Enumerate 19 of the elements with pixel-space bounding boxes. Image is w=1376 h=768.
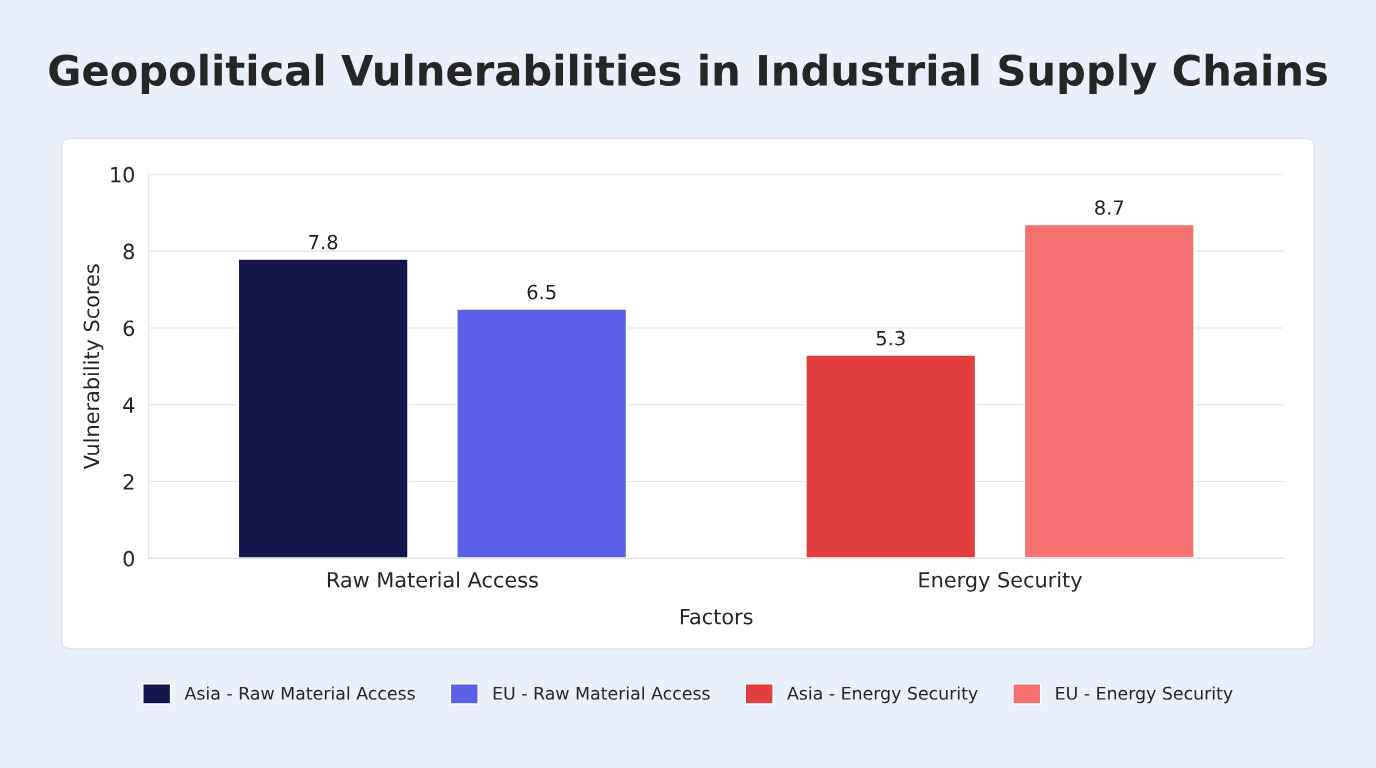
y-tick-label: 0 [123, 550, 135, 567]
y-tick-label: 4 [123, 397, 135, 413]
x-axis-title: Factors [680, 609, 753, 625]
data-label: 8.7 [1095, 200, 1124, 215]
y-tick-label: 10 [111, 166, 135, 183]
y-tick-label: 2 [123, 473, 134, 490]
x-tick-label: Raw Material Access [327, 571, 538, 588]
data-label: 7.8 [309, 234, 338, 250]
data-label: 6.5 [527, 284, 556, 300]
y-tick-label: 8 [123, 243, 134, 260]
legend-label: EU - Raw Material Access [493, 686, 710, 700]
chart-title: Geopolitical Vulnerabilities in Industrial Supply Chains [49, 53, 1327, 95]
y-tick-label: 6 [123, 320, 135, 337]
y-axis-title: Vulnerability Scores [83, 264, 104, 470]
x-tick-label: Energy Security [919, 571, 1082, 592]
legend-label: Asia - Energy Security [787, 686, 978, 704]
legend-label: Asia - Raw Material Access [184, 686, 415, 700]
legend-label: EU - Energy Security [1056, 686, 1233, 704]
data-label: 5.3 [876, 330, 905, 346]
